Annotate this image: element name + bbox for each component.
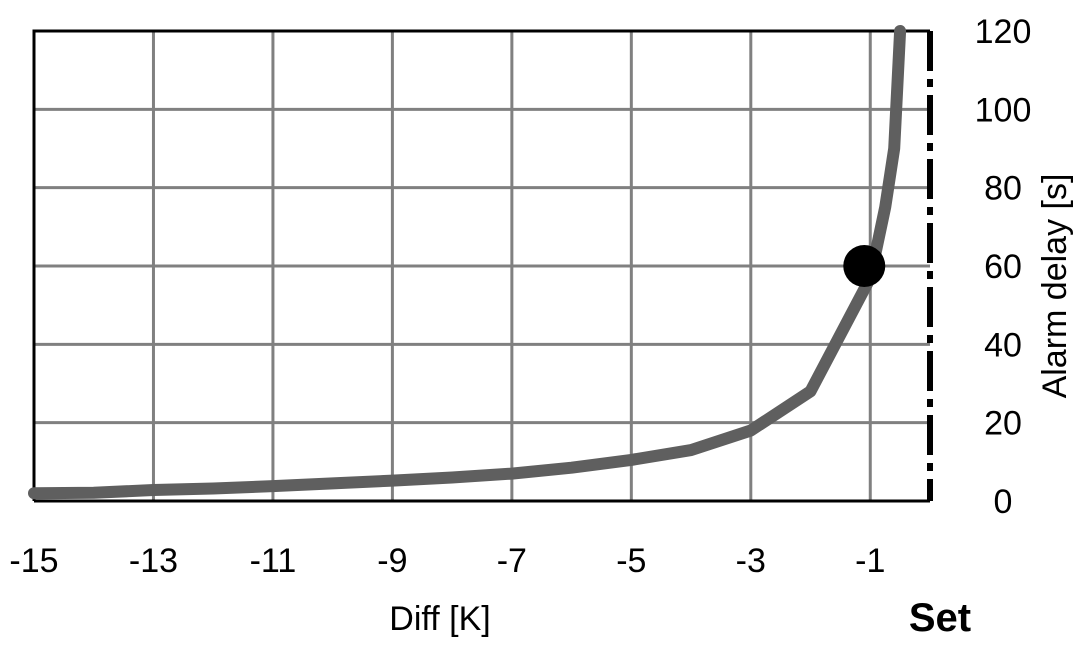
- y-tick-label: 80: [984, 170, 1022, 208]
- y-axis-title: Alarm delay [s]: [1036, 174, 1074, 399]
- x-tick-label: -7: [497, 542, 527, 580]
- x-tick-labels: -15 -13 -11 -9 -7 -5 -3 -1: [9, 542, 885, 580]
- x-tick-label: -9: [377, 542, 407, 580]
- x-tick-label: -1: [855, 542, 885, 580]
- y-tick-label: 60: [984, 248, 1022, 286]
- operating-point-marker: [843, 245, 886, 287]
- x-tick-label: -13: [129, 542, 178, 580]
- x-tick-label: -5: [616, 542, 646, 580]
- x-tick-label: -15: [9, 542, 58, 580]
- set-point-label: Set: [909, 596, 971, 640]
- y-tick-label: 120: [975, 13, 1032, 51]
- y-tick-label: 40: [984, 326, 1022, 364]
- x-tick-label: -11: [250, 542, 297, 580]
- y-tick-label: 0: [994, 483, 1013, 521]
- x-axis-title: Diff [K]: [389, 600, 490, 638]
- y-tick-label: 100: [975, 91, 1032, 129]
- y-tick-label: 20: [984, 405, 1022, 443]
- grid-lines: [34, 31, 930, 501]
- y-tick-labels: 0 20 40 60 80 100 120: [975, 13, 1032, 521]
- plot-frame: [32, 29, 932, 503]
- x-tick-label: -3: [736, 542, 766, 580]
